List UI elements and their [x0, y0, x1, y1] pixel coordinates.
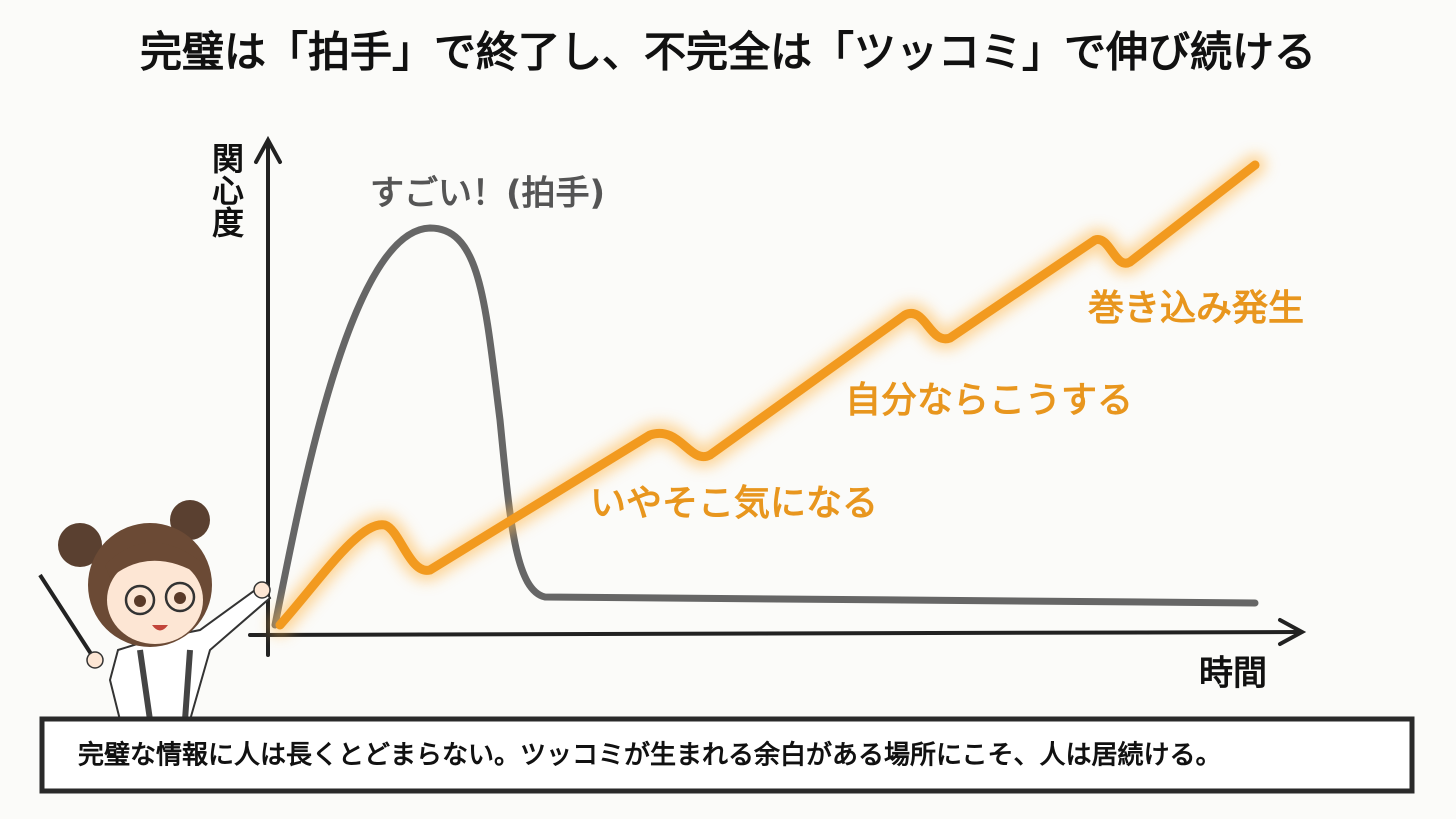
title: 完璧は「拍手」で終了し、不完全は「ツッコミ」で伸び続ける [140, 28, 1316, 77]
hair-bun [58, 523, 102, 567]
suspenders [137, 649, 193, 721]
glasses [164, 581, 196, 613]
axes [248, 135, 1307, 657]
x-axis [248, 630, 1302, 637]
step-label: 自分ならこうする [845, 380, 1133, 421]
bangs [105, 542, 205, 578]
caption-box [39, 716, 1415, 794]
y-axis-label: 関心度 [207, 142, 245, 239]
x-arrow [1278, 618, 1307, 646]
glasses [124, 584, 156, 616]
caption: 完璧な情報に人は長くとどまらない。ツッコミが生まれる余白がある場所にこそ、人は居… [78, 740, 1221, 771]
character [38, 500, 272, 721]
peak-label: すごい！(拍手) [370, 174, 605, 214]
hair-bun [170, 500, 210, 540]
hand [86, 651, 104, 669]
perfect-curve [271, 224, 1259, 629]
eye [174, 592, 186, 604]
eye [134, 595, 146, 607]
mouth [152, 625, 168, 631]
pointer-stick [38, 573, 97, 662]
step-label: いやそこ気になる [590, 483, 878, 524]
y-arrow [254, 135, 282, 164]
hand [253, 581, 271, 599]
curve-line [275, 160, 1260, 630]
x-axis-label: 時間 [1199, 654, 1267, 694]
imperfect-curve [269, 154, 1266, 636]
step-label: 巻き込み発生 [1088, 288, 1304, 329]
